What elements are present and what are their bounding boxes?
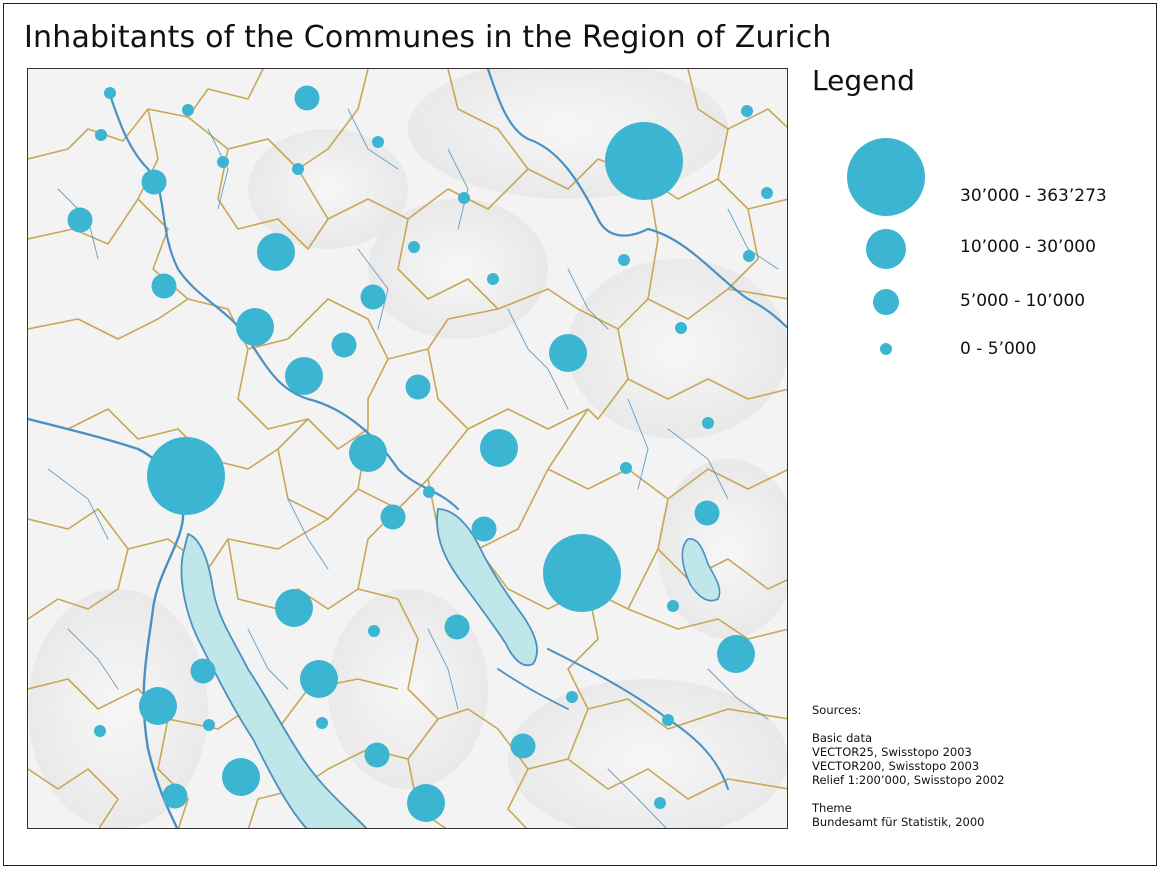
basic-data-heading: Basic data [812,731,873,745]
commune-symbol-tiny[interactable] [458,192,470,204]
lake-pfaeffikersee [681,538,721,602]
commune-symbol-large[interactable] [147,437,225,515]
commune-symbol-small[interactable] [405,374,431,400]
map-area[interactable] [27,68,788,829]
commune-symbol-tiny[interactable] [662,714,674,726]
commune-symbol-tiny[interactable] [702,417,714,429]
commune-symbol-small[interactable] [364,742,390,768]
basic-data-line: VECTOR25, Swisstopo 2003 [812,745,972,759]
commune-symbol-medium[interactable] [300,660,338,698]
commune-symbol-tiny[interactable] [104,87,116,99]
legend-symbol-small [873,289,899,315]
commune-symbol-tiny[interactable] [368,625,380,637]
commune-symbol-small[interactable] [471,516,497,542]
map-canvas [28,69,787,828]
commune-symbol-tiny[interactable] [95,129,107,141]
commune-symbol-tiny[interactable] [618,254,630,266]
sources-block: Sources: Basic data VECTOR25, Swisstopo … [812,703,1004,829]
map-title: Inhabitants of the Communes in the Regio… [24,20,832,55]
commune-symbol-medium[interactable] [407,784,445,822]
commune-symbol-small[interactable] [190,658,216,684]
commune-symbol-tiny[interactable] [675,322,687,334]
sources-heading: Sources: [812,703,862,717]
legend-symbol-medium [866,229,906,269]
basic-data-line: VECTOR200, Swisstopo 2003 [812,759,980,773]
lake-zurich [180,532,368,828]
legend-symbol-large [847,138,925,216]
lake-greifensee [436,508,538,667]
commune-symbol-tiny[interactable] [423,486,435,498]
commune-symbol-large[interactable] [605,122,683,200]
legend-label-small: 5’000 - 10’000 [960,291,1086,311]
commune-symbol-small[interactable] [380,504,406,530]
theme-heading: Theme [812,801,852,815]
commune-symbol-tiny[interactable] [203,719,215,731]
commune-symbol-tiny[interactable] [292,163,304,175]
commune-symbol-small[interactable] [331,332,357,358]
commune-symbol-small[interactable] [141,169,167,195]
commune-symbol-tiny[interactable] [316,717,328,729]
commune-symbol-small[interactable] [162,783,188,809]
population-symbols [67,85,773,822]
commune-symbol-medium[interactable] [717,635,755,673]
commune-symbol-medium[interactable] [257,233,295,271]
relief-shading [28,69,787,828]
commune-symbol-tiny[interactable] [217,156,229,168]
commune-symbol-tiny[interactable] [667,600,679,612]
commune-symbol-tiny[interactable] [741,105,753,117]
commune-symbol-tiny[interactable] [94,725,106,737]
commune-symbol-small[interactable] [510,733,536,759]
legend-label-medium: 10’000 - 30’000 [960,237,1096,257]
commune-symbol-tiny[interactable] [487,273,499,285]
commune-symbol-medium[interactable] [285,357,323,395]
commune-symbol-tiny[interactable] [620,462,632,474]
commune-symbol-small[interactable] [294,85,320,111]
commune-symbol-small[interactable] [694,500,720,526]
commune-symbol-small[interactable] [151,273,177,299]
commune-symbol-medium[interactable] [549,334,587,372]
commune-symbol-small[interactable] [67,207,93,233]
commune-symbol-small[interactable] [360,284,386,310]
legend-label-tiny: 0 - 5’000 [960,339,1037,359]
commune-symbol-medium[interactable] [236,308,274,346]
commune-symbol-medium[interactable] [222,758,260,796]
legend-label-large: 30’000 - 363’273 [960,186,1107,206]
commune-symbol-large[interactable] [543,534,621,612]
commune-symbol-tiny[interactable] [761,187,773,199]
commune-symbol-tiny[interactable] [182,104,194,116]
theme-source: Bundesamt für Statistik, 2000 [812,815,985,829]
commune-symbol-tiny[interactable] [408,241,420,253]
commune-symbol-tiny[interactable] [566,691,578,703]
commune-symbol-tiny[interactable] [743,250,755,262]
commune-symbol-medium[interactable] [480,429,518,467]
basic-data-line: Relief 1:200’000, Swisstopo 2002 [812,773,1005,787]
legend-symbol-tiny [880,343,892,355]
commune-symbol-medium[interactable] [139,687,177,725]
commune-symbol-small[interactable] [444,614,470,640]
legend-title: Legend [812,64,915,97]
commune-symbol-tiny[interactable] [372,136,384,148]
commune-symbol-tiny[interactable] [654,797,666,809]
commune-symbol-medium[interactable] [349,434,387,472]
commune-symbol-medium[interactable] [275,589,313,627]
